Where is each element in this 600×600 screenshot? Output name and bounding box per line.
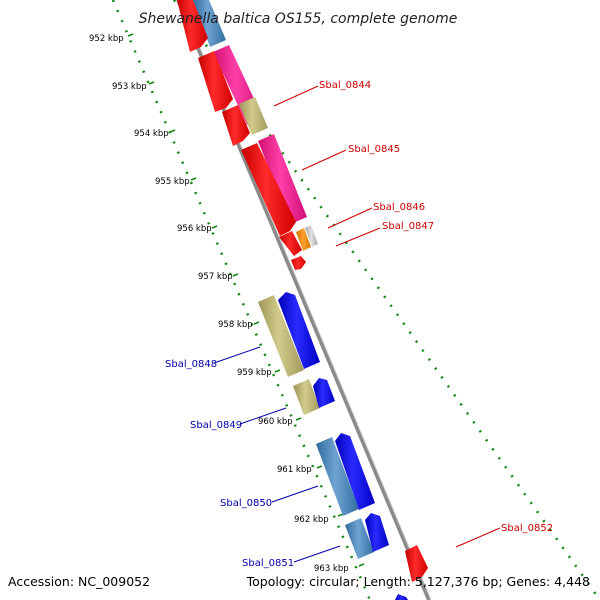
gene-feature[interactable] <box>293 379 320 415</box>
gene-feature[interactable] <box>335 433 375 510</box>
kbp-labels: 952 kbp 953 kbp 954 kbp 955 kbp 956 kbp … <box>89 34 349 574</box>
gene-feature[interactable] <box>345 518 374 559</box>
kbp-label: 959 kbp <box>237 368 272 378</box>
gene-feature[interactable] <box>239 97 268 135</box>
forward-genes <box>193 0 374 559</box>
gene-feature[interactable] <box>177 0 208 52</box>
kbp-label: 963 kbp <box>314 564 349 574</box>
gene-label-sbal-0847[interactable]: Sbal_0847 <box>382 221 434 232</box>
kbp-label: 960 kbp <box>258 417 293 427</box>
gene-feature[interactable] <box>198 51 233 112</box>
kbp-label: 953 kbp <box>112 82 147 92</box>
gene-feature[interactable] <box>279 231 302 256</box>
gene-label-sbal-0851[interactable]: Sbal_0851 <box>242 558 294 569</box>
kbp-tick-marks <box>127 33 365 567</box>
gene-feature[interactable] <box>365 513 389 552</box>
label-connectors <box>213 85 501 563</box>
gene-feature[interactable] <box>305 225 318 247</box>
gene-feature[interactable] <box>258 134 307 224</box>
kbp-label: 954 kbp <box>134 129 169 139</box>
gene-feature[interactable] <box>405 545 428 582</box>
gene-feature[interactable] <box>395 594 408 600</box>
gene-feature[interactable] <box>313 378 335 408</box>
gene-feature[interactable] <box>193 0 226 47</box>
kbp-label: 958 kbp <box>218 320 253 330</box>
backbone-genes <box>177 0 428 582</box>
kbp-label: 952 kbp <box>89 34 124 44</box>
gene-feature[interactable] <box>258 295 304 377</box>
kbp-label: 962 kbp <box>294 515 329 525</box>
genome-summary-text: Topology: circular; Length: 5,127,376 bp… <box>246 574 590 589</box>
kbp-label: 957 kbp <box>198 272 233 282</box>
gene-feature[interactable] <box>222 105 250 146</box>
gene-label-sbal-0849[interactable]: Sbal_0849 <box>190 420 242 431</box>
reverse-genes <box>278 292 408 600</box>
kbp-label: 955 kbp <box>155 177 190 187</box>
gene-feature[interactable] <box>291 256 306 270</box>
gene-label-sbal-0852[interactable]: Sbal_0852 <box>501 523 553 534</box>
gene-feature[interactable] <box>241 143 296 236</box>
accession-text: Accession: NC_009052 <box>8 574 151 589</box>
gene-label-sbal-0850[interactable]: Sbal_0850 <box>220 498 272 509</box>
gene-label-sbal-0846[interactable]: Sbal_0846 <box>373 202 425 213</box>
gene-label-sbal-0848[interactable]: Sbal_0848 <box>165 359 217 370</box>
gene-feature[interactable] <box>296 228 311 251</box>
gene-feature[interactable] <box>278 292 320 369</box>
gene-label-sbal-0845[interactable]: Sbal_0845 <box>348 144 400 155</box>
kbp-label: 956 kbp <box>177 224 212 234</box>
gene-labels: Sbal_0844 Sbal_0845 Sbal_0846 Sbal_0847 … <box>165 80 553 569</box>
kbp-label: 961 kbp <box>277 465 312 475</box>
map-title: Shewanella baltica OS155, complete genom… <box>139 11 458 27</box>
gene-feature[interactable] <box>316 437 359 516</box>
gene-label-sbal-0844[interactable]: Sbal_0844 <box>319 80 371 91</box>
